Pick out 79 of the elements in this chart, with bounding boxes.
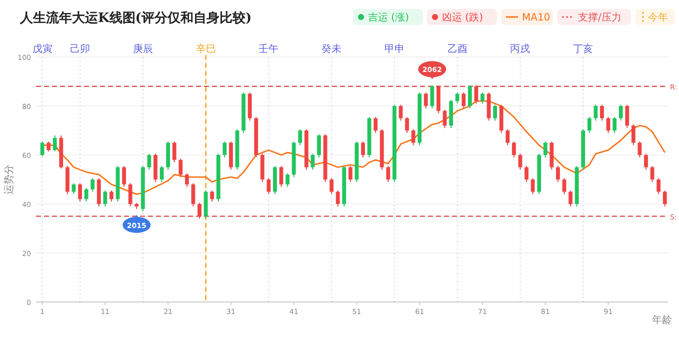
candlestick [198, 202, 202, 220]
candlestick [222, 141, 227, 158]
candlestick [330, 178, 334, 195]
ref-line-label: 辛巳 [196, 43, 216, 55]
x-axis-title: 年龄 [652, 314, 672, 326]
candlestick [618, 104, 623, 122]
candlestick [568, 190, 572, 207]
candlestick [178, 158, 183, 178]
candlestick [46, 141, 51, 152]
candlestick [348, 166, 352, 182]
candlestick [474, 84, 478, 104]
candlestick [594, 104, 598, 122]
ref-line-label: 壬午 [258, 43, 279, 55]
chart-title: 人生流年大运K线图(评分仅和自身比较) [19, 10, 252, 26]
candlestick [644, 153, 648, 170]
candlestick [556, 166, 560, 182]
candlestick [543, 141, 548, 158]
candlestick [386, 166, 390, 182]
candlestick [266, 178, 271, 195]
candlestick [78, 182, 82, 202]
candlestick [512, 141, 516, 158]
candlestick [298, 128, 302, 146]
candlestick [361, 141, 365, 158]
candlestick [52, 134, 57, 152]
candlestick [110, 190, 114, 202]
candlestick [374, 116, 378, 134]
candlestick [493, 104, 498, 122]
candlestick [84, 188, 88, 202]
candlestick [612, 116, 616, 134]
candlestick [398, 104, 403, 122]
candlestick [336, 190, 340, 207]
candlestick [411, 128, 416, 146]
legend-item: 凶运 (跌) [427, 9, 497, 25]
legend-label: MA10 [522, 12, 550, 24]
candlestick [625, 104, 630, 129]
candlestick [210, 190, 214, 202]
candlestick [128, 182, 132, 207]
candlestick [430, 84, 434, 109]
candlestick [424, 92, 428, 109]
candlestick [656, 178, 661, 195]
candlestick [600, 104, 604, 122]
ref-line-label: 己卯 [70, 43, 90, 55]
ref-line-label: 甲申 [384, 43, 404, 55]
candlestick [310, 153, 315, 170]
ref-line-label: 戊寅 [32, 43, 52, 55]
candlestick [587, 116, 592, 134]
candlestick [462, 92, 466, 109]
ref-line-label: 丙戌 [510, 43, 530, 55]
candlestick [317, 134, 321, 158]
candlestick [103, 190, 108, 207]
candlestick [518, 153, 522, 170]
candlestick [172, 141, 176, 163]
candlestick [72, 182, 76, 195]
ref-line-label: 庚辰 [132, 43, 153, 55]
legend-label: 凶运 (跌) [442, 12, 484, 24]
candlestick [90, 178, 95, 192]
y-axis-title: 运势分 [3, 164, 15, 194]
legend-item: 今年 [635, 9, 675, 25]
candlestick [405, 116, 409, 134]
ref-line-label: 乙酉 [447, 44, 468, 55]
candlestick [147, 153, 152, 170]
ref-line-label: 癸未 [322, 43, 342, 55]
legend-item: 吉运 (涨) [353, 9, 423, 25]
ref-line-label: 丁亥 [573, 43, 594, 55]
legend-label: 吉运 (涨) [368, 12, 410, 24]
candlestick [455, 92, 460, 104]
candlestick [562, 178, 566, 195]
candlestick [480, 92, 484, 104]
candlestick [662, 190, 667, 207]
candlestick [468, 84, 472, 109]
candlestick [506, 128, 510, 146]
candlestick [286, 172, 290, 188]
candlestick [184, 172, 189, 188]
candlestick [530, 178, 535, 195]
candlestick [524, 166, 528, 182]
candlestick [122, 166, 126, 188]
legend-item: 支撑/压力 [557, 9, 631, 25]
legend-item: MA10 [501, 9, 553, 25]
candlestick [631, 124, 636, 146]
